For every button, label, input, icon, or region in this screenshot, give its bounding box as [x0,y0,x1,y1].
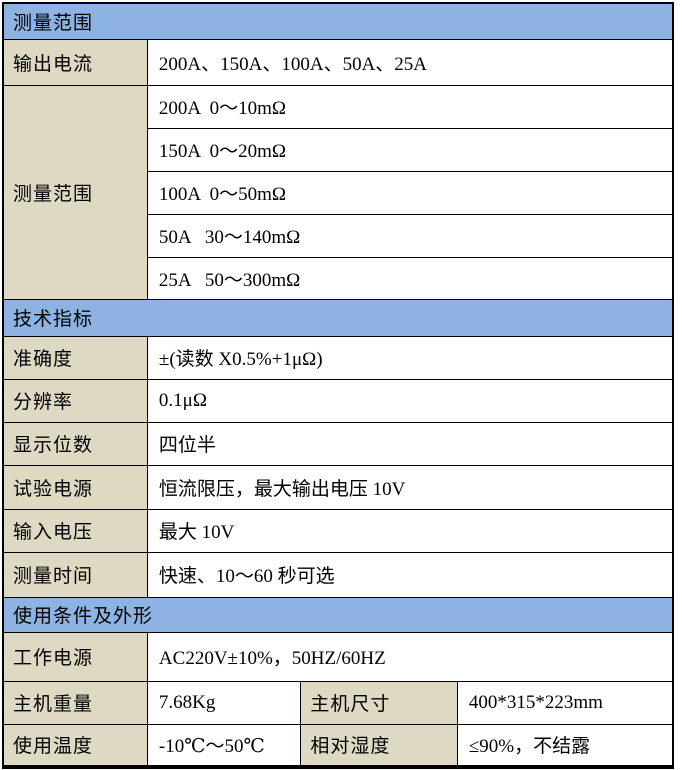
row-label-operating-temp: 使用温度 [2,723,148,768]
row-label-measure-range: 测量范围 [2,84,148,300]
range-row-150a: 150A 0～20mΩ [146,127,674,172]
row-value-accuracy: ±(读数 X0.5%+1μΩ) [146,335,674,380]
row-label-resolution: 分辨率 [2,378,148,423]
range-row-50a: 50A 30～140mΩ [146,213,674,258]
row-value-resolution: 0.1μΩ [146,378,674,423]
row-value-display-digits: 四位半 [146,421,674,466]
row-value-unit-weight: 7.68Kg [146,680,302,725]
row-label-unit-weight: 主机重量 [2,680,148,725]
row-value-test-power: 恒流限压，最大输出电压 10V [146,464,674,510]
row-label-accuracy: 准确度 [2,335,148,380]
section-header-tech-spec: 技术指标 [2,298,674,337]
row-value-input-voltage: 最大 10V [146,508,674,553]
range-row-25a: 25A 50～300mΩ [146,256,674,300]
row-label-unit-size: 主机尺寸 [300,680,458,725]
row-value-working-power: AC220V±10%，50HZ/60HZ [146,631,674,682]
section-header-usage-conditions: 使用条件及外形 [2,596,674,633]
row-value-operating-temp: -10℃～50℃ [146,723,302,768]
row-value-relative-humidity: ≤90%，不结露 [456,723,674,768]
row-label-output-current: 输出电流 [2,38,148,86]
row-label-working-power: 工作电源 [2,631,148,682]
section-header-measure-range: 测量范围 [2,2,674,40]
row-label-relative-humidity: 相对湿度 [300,723,458,768]
range-row-100a: 100A 0～50mΩ [146,170,674,215]
row-label-test-power: 试验电源 [2,464,148,510]
row-label-input-voltage: 输入电压 [2,508,148,553]
row-value-unit-size: 400*315*223mm [456,680,674,725]
row-label-display-digits: 显示位数 [2,421,148,466]
row-label-measure-time: 测量时间 [2,551,148,598]
row-value-measure-time: 快速、10～60 秒可选 [146,551,674,598]
range-row-200a: 200A 0～10mΩ [146,84,674,129]
row-value-output-current: 200A、150A、100A、50A、25A [146,38,674,86]
